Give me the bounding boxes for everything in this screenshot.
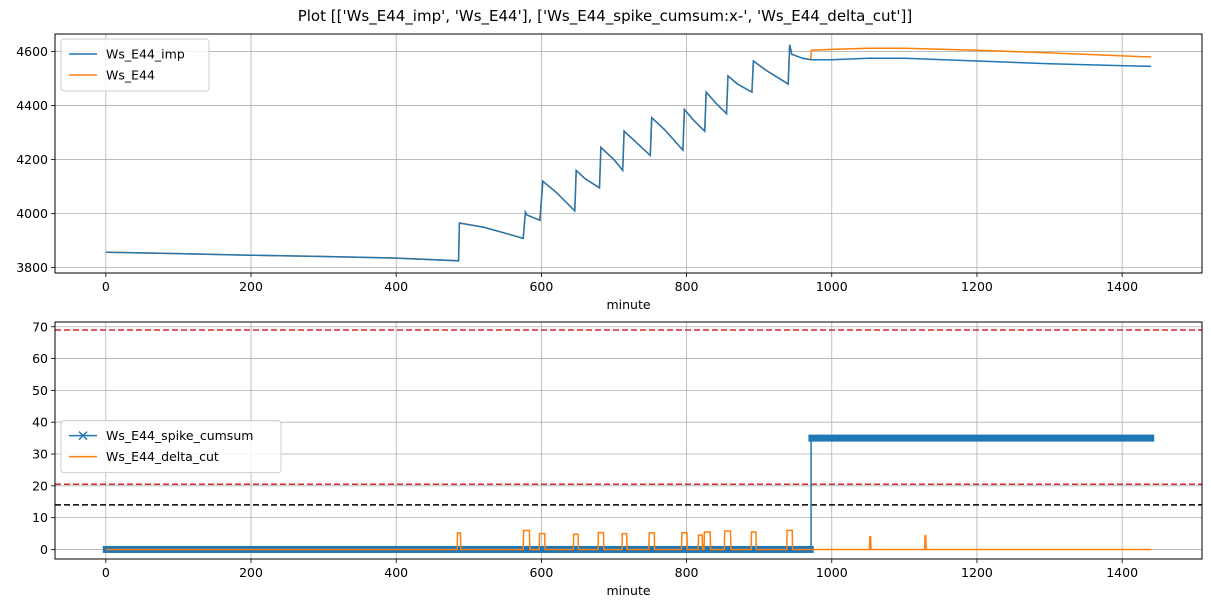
y-tick-label: 10	[32, 510, 48, 525]
spike-cumsum-markers-1	[102, 545, 814, 553]
top-plot: 0 200 400 600 800 1000 1200 1400 3800 4000 4200 440…	[16, 33, 1203, 312]
series-line-ws-e44-imp	[105, 44, 1152, 262]
x-tick-label: 800	[675, 279, 699, 294]
top-x-axis-label: minute	[606, 297, 650, 312]
x-tick-label: 0	[102, 565, 110, 580]
spike-cumsum-markers-2	[808, 434, 1155, 442]
bottom-axes-frame	[54, 321, 1203, 560]
bottom-threshold-lines	[55, 329, 1202, 506]
y-tick-label: 60	[32, 351, 48, 366]
y-tick-label: 30	[32, 447, 48, 462]
y-tick-label: 4600	[16, 44, 48, 59]
x-tick-label: 600	[529, 565, 553, 580]
bottom-plot: 0 200 400 600 800 1000 1200 1400 0 10 20 30 40 50 60 70…	[32, 319, 1203, 598]
top-ticks: 0 200 400 600 800 1000 1200 1400 3800 4000 4200 440…	[16, 44, 1138, 294]
bottom-x-axis-label: minute	[606, 583, 650, 598]
x-tick-label: 800	[675, 565, 699, 580]
x-tick-label: 200	[239, 565, 263, 580]
bottom-legend: Ws_E44_spike_cumsum Ws_E44_delta_cut	[60, 420, 282, 474]
top-grid	[55, 34, 1202, 273]
y-tick-label: 4200	[16, 152, 48, 167]
series-line-ws-e44-delta-cut	[105, 529, 1152, 551]
x-tick-label: 1000	[816, 565, 848, 580]
x-tick-label: 1200	[961, 279, 993, 294]
y-tick-label: 4000	[16, 206, 48, 221]
legend-box	[60, 420, 282, 474]
x-tick-label: 600	[529, 279, 553, 294]
y-tick-label: 3800	[16, 260, 48, 275]
y-tick-label: 4400	[16, 98, 48, 113]
y-tick-label: 40	[32, 415, 48, 430]
x-tick-label: 1400	[1106, 565, 1138, 580]
bottom-series-lines	[102, 434, 1155, 553]
y-tick-label: 50	[32, 383, 48, 398]
legend-label: Ws_E44_spike_cumsum	[106, 428, 253, 443]
legend-label: Ws_E44_delta_cut	[106, 449, 219, 464]
legend-label: Ws_E44_imp	[106, 47, 185, 62]
top-legend: Ws_E44_imp Ws_E44	[60, 38, 210, 92]
x-tick-label: 200	[239, 279, 263, 294]
top-axes-frame	[54, 33, 1203, 274]
x-tick-label: 400	[384, 565, 408, 580]
top-series-lines	[105, 44, 1152, 262]
x-tick-label: 1200	[961, 565, 993, 580]
figure-title: Plot [['Ws_E44_imp', 'Ws_E44'], ['Ws_E44…	[298, 7, 913, 26]
bottom-ticks: 0 200 400 600 800 1000 1200 1400 0 10 20 30 40 50 60 70	[32, 319, 1138, 580]
x-tick-label: 1400	[1106, 279, 1138, 294]
x-tick-label: 1000	[816, 279, 848, 294]
legend-marker	[78, 431, 88, 441]
y-tick-label: 70	[32, 319, 48, 334]
x-tick-label: 400	[384, 279, 408, 294]
legend-label: Ws_E44	[106, 68, 155, 83]
y-tick-label: 20	[32, 478, 48, 493]
y-tick-label: 0	[40, 542, 48, 557]
x-tick-label: 0	[102, 279, 110, 294]
series-line-ws-e44	[105, 44, 1152, 262]
legend-box	[60, 38, 210, 92]
